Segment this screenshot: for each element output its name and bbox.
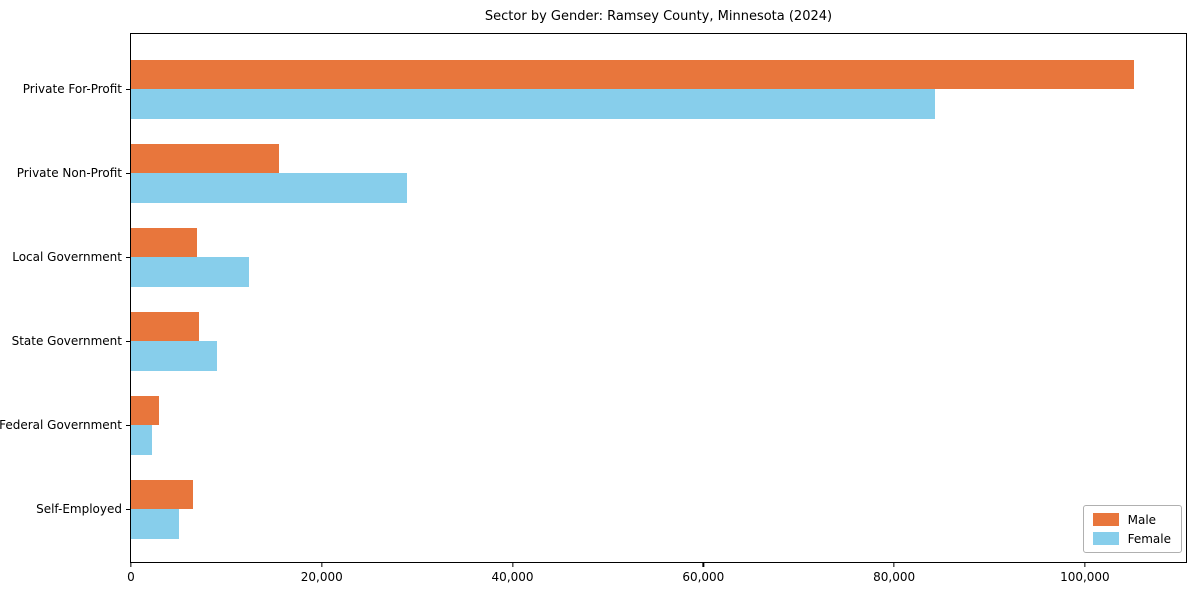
bar-male-federal-government	[131, 395, 159, 425]
bar-female-local-government	[131, 257, 250, 287]
y-axis-label-private-non-profit: Private Non-Profit	[16, 166, 122, 180]
bar-male-state-government	[131, 311, 199, 341]
y-axis-label-local-government: Local Government	[12, 250, 122, 264]
x-axis-tick	[511, 562, 514, 567]
x-axis-tick-label: 40,000	[491, 570, 534, 584]
bar-female-self-employed	[131, 509, 179, 539]
bar-male-private-for-profit	[131, 59, 1135, 89]
bar-group-self-employed	[131, 479, 1186, 539]
y-axis-label-private-for-profit: Private For-Profit	[22, 82, 122, 96]
x-axis-tick-label: 60,000	[682, 570, 725, 584]
x-axis-tick-label: 0	[127, 570, 135, 584]
bar-group-private-for-profit	[131, 59, 1186, 119]
x-axis-tick	[702, 562, 704, 567]
y-axis-label-state-government: State Government	[11, 334, 122, 348]
x-axis-tick	[893, 562, 895, 567]
legend-swatch-male	[1092, 513, 1119, 526]
legend-entry-male: Male	[1092, 512, 1171, 527]
bar-female-state-government	[131, 341, 217, 371]
x-axis-tick	[130, 562, 132, 567]
y-axis-tick	[126, 508, 131, 510]
legend-label-male: Male	[1127, 512, 1157, 527]
legend: Male Female	[1082, 505, 1182, 553]
bar-female-federal-government	[131, 425, 152, 455]
bar-group-federal-government	[131, 395, 1186, 455]
y-axis-label-self-employed: Self-Employed	[36, 502, 122, 516]
bar-female-private-for-profit	[131, 89, 936, 119]
x-axis-tick	[321, 562, 323, 567]
x-axis-tick	[1084, 562, 1086, 567]
bar-group-local-government	[131, 227, 1186, 287]
x-axis-tick-label: 20,000	[300, 570, 343, 584]
bar-female-private-non-profit	[131, 173, 407, 203]
bar-male-self-employed	[131, 479, 193, 509]
bar-group-private-non-profit	[131, 143, 1186, 203]
y-axis-tick	[126, 88, 131, 90]
y-axis-tick	[126, 172, 131, 174]
y-axis-tick	[126, 424, 131, 426]
legend-label-female: Female	[1127, 531, 1171, 546]
bar-male-private-non-profit	[131, 143, 279, 173]
chart-title: Sector by Gender: Ramsey County, Minneso…	[484, 9, 833, 24]
y-axis-label-federal-government: Federal Government	[0, 418, 122, 432]
x-axis-tick-label: 100,000	[1060, 570, 1110, 584]
y-axis-tick	[126, 340, 131, 342]
bar-group-state-government	[131, 311, 1186, 371]
plot-area: Male Female Private For-Profit Private Non…	[0, 33, 1187, 583]
x-axis-tick-label: 80,000	[873, 570, 916, 584]
bar-male-local-government	[131, 227, 197, 257]
legend-entry-female: Female	[1092, 531, 1171, 546]
y-axis-tick	[126, 256, 131, 258]
legend-swatch-female	[1092, 532, 1119, 545]
